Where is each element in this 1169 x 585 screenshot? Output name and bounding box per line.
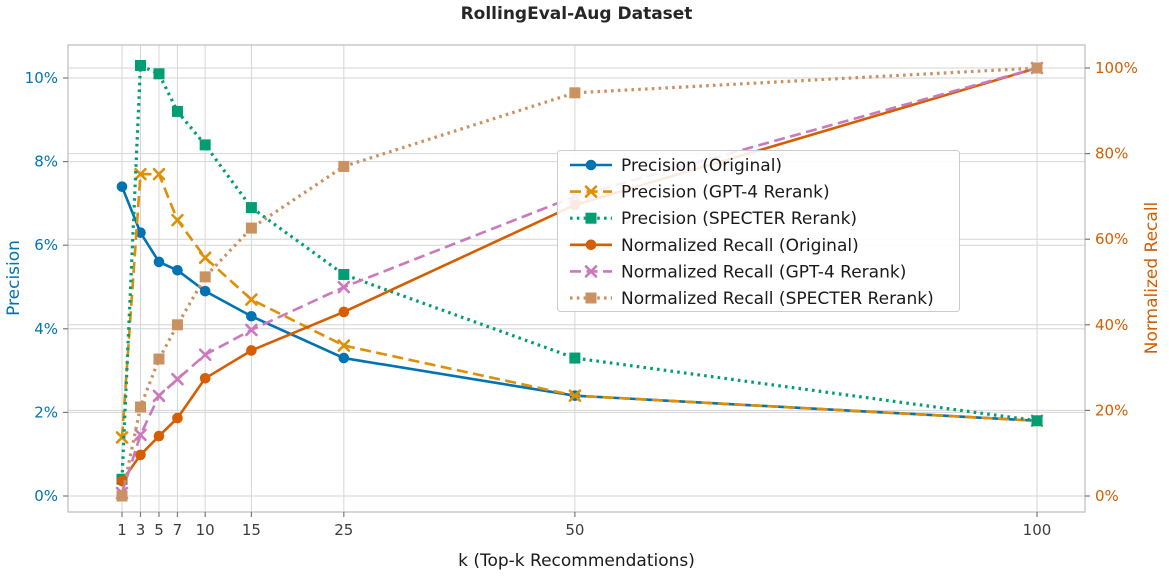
legend-entry-precision-original: Precision (Original) [570, 156, 782, 176]
y-left-tick-label: 10% [25, 69, 58, 87]
tick-marks [63, 67, 1090, 517]
y-left-tick-label: 2% [34, 403, 58, 421]
x-tick-label: 25 [334, 521, 353, 539]
x-tick-label: 7 [173, 521, 183, 539]
x-tick-label: 5 [154, 521, 164, 539]
x-axis-label: k (Top-k Recommendations) [458, 551, 695, 571]
y-left-tick-label: 0% [34, 487, 58, 505]
series-precision-gpt-4-rerank-markers [115, 167, 1044, 444]
series-normalized-recall-specter-rerank [116, 62, 1043, 502]
x-tick-label: 100 [1023, 521, 1052, 539]
tick-labels: 1 3 5 7 10 15 25 50 100 0% 2% 4% 6% 8% 10% 0% 20% 40% 60% 8… [25, 59, 1138, 539]
legend-entry-label: Normalized Recall (SPECTER Rerank) [621, 289, 934, 309]
y-left-tick-label: 4% [34, 320, 58, 338]
legend: Precision (Original) Precision (GPT-4 Rer… [557, 150, 960, 312]
legend-entry-normalized-recall-gpt-4-rerank: Normalized Recall (GPT-4 Rerank) [570, 262, 906, 282]
legend-entry-label: Precision (Original) [621, 156, 782, 176]
x-tick-label: 50 [565, 521, 584, 539]
y-left-tick-label: 6% [34, 236, 58, 254]
legend-box [557, 150, 960, 312]
y-right-tick-label: 60% [1095, 230, 1128, 248]
legend-entry-label: Normalized Recall (GPT-4 Rerank) [621, 262, 906, 282]
chart-title: RollingEval-Aug Dataset [460, 4, 693, 24]
x-tick-label: 1 [117, 521, 127, 539]
legend-entry-label: Precision (SPECTER Rerank) [621, 209, 857, 229]
legend-entry-normalized-recall-specter-rerank: Normalized Recall (SPECTER Rerank) [570, 289, 934, 309]
series-precision-gpt-4-rerank-line [120, 172, 1038, 438]
y-left-tick-label: 8% [34, 153, 58, 171]
legend-entry-normalized-recall-original: Normalized Recall (Original) [570, 236, 859, 256]
y-right-tick-label: 0% [1095, 487, 1119, 505]
y-axis-label-right: Normalized Recall [1142, 201, 1162, 355]
legend-entry-precision-specter-rerank: Precision (SPECTER Rerank) [570, 209, 857, 229]
legend-entry-label: Normalized Recall (Original) [621, 236, 859, 256]
y-right-tick-label: 80% [1095, 145, 1128, 163]
x-tick-label: 15 [242, 521, 261, 539]
y-right-tick-label: 40% [1095, 316, 1128, 334]
series-precision-gpt-4-rerank [115, 167, 1044, 444]
legend-entry-label: Precision (GPT-4 Rerank) [621, 183, 830, 203]
series-normalized-recall-specter-rerank-markers [116, 62, 1043, 502]
x-tick-label: 3 [136, 521, 146, 539]
y-right-tick-label: 20% [1095, 401, 1128, 419]
plot-border [67, 44, 1086, 513]
y-right-tick-label: 100% [1095, 59, 1138, 77]
x-tick-label: 10 [196, 521, 215, 539]
legend-entry-precision-gpt-4-rerank: Precision (GPT-4 Rerank) [570, 183, 830, 203]
y-axis-label-left: Precision [4, 240, 24, 316]
